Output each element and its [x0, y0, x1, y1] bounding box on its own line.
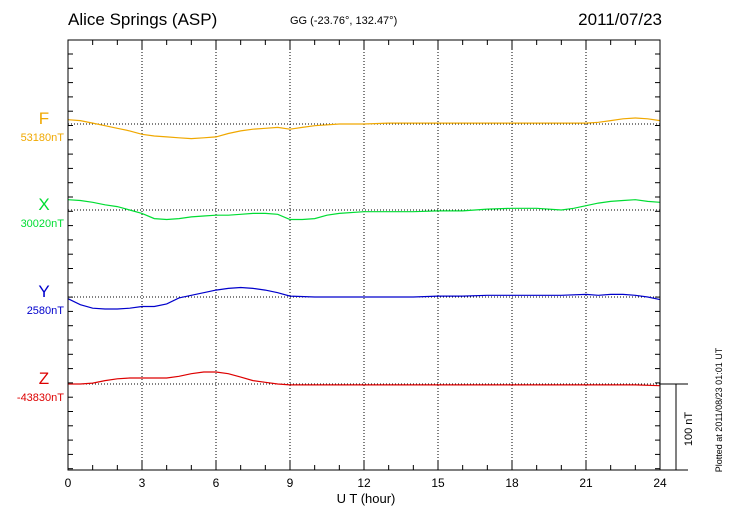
- x-tick-label: 12: [357, 476, 371, 490]
- plotted-at-note: Plotted at 2011/08/23 01:01 UT: [714, 347, 724, 472]
- scale-bar-label: 100 nT: [683, 412, 695, 447]
- series-name-z: Z: [39, 369, 49, 388]
- x-tick-label: 18: [505, 476, 519, 490]
- series-name-x: X: [38, 195, 49, 214]
- chart-title: Alice Springs (ASP): [68, 10, 218, 29]
- chart-date: 2011/07/23: [578, 10, 662, 29]
- scale-bar: 100 nT: [660, 383, 695, 471]
- x-axis: 0 3 6 9 12 15 18 21 24: [65, 40, 667, 490]
- series-layer: F 53180nT X 30020nT Y 2580nT Z -43830nT: [17, 109, 661, 404]
- x-tick-label: 24: [653, 476, 667, 490]
- series-baseline-f: 53180nT: [21, 132, 65, 144]
- x-tick-label: 21: [579, 476, 593, 490]
- plot-frame: [67, 39, 661, 471]
- x-tick-label: 3: [139, 476, 146, 490]
- x-tick-label: 9: [287, 476, 294, 490]
- series-name-f: F: [39, 109, 49, 128]
- grid: [68, 40, 660, 470]
- series-line-y: [67, 286, 661, 310]
- series-line-x: [67, 199, 661, 221]
- x-tick-label: 15: [431, 476, 445, 490]
- series-baseline-z: -43830nT: [17, 392, 64, 404]
- series-baseline-y: 2580nT: [27, 305, 65, 317]
- station-coordinates: GG (-23.76°, 132.47°): [290, 15, 398, 27]
- x-axis-label: U T (hour): [337, 491, 396, 506]
- x-tick-label: 0: [65, 476, 72, 490]
- series-line-f: [67, 117, 661, 140]
- series-baseline-x: 30020nT: [21, 218, 65, 230]
- x-tick-label: 6: [213, 476, 220, 490]
- series-line-z: [68, 371, 661, 387]
- series-name-y: Y: [38, 282, 49, 301]
